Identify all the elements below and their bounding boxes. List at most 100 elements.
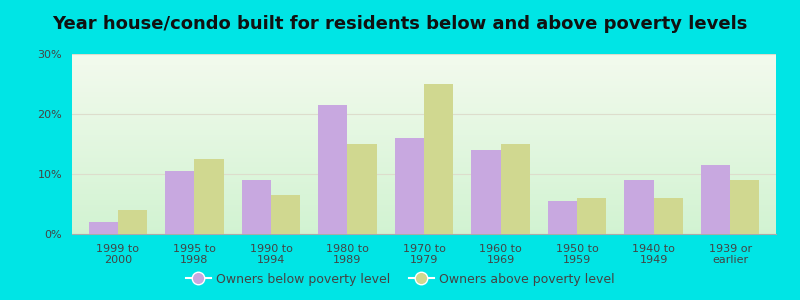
Bar: [72, 158, 776, 160]
Bar: [72, 117, 776, 119]
Bar: [72, 72, 776, 74]
Bar: [72, 128, 776, 130]
Bar: [72, 137, 776, 139]
Bar: [72, 184, 776, 185]
Bar: [72, 54, 776, 56]
Bar: [166, 171, 194, 234]
Bar: [72, 153, 776, 155]
Bar: [72, 70, 776, 72]
Bar: [72, 209, 776, 211]
Bar: [242, 180, 271, 234]
Legend: Owners below poverty level, Owners above poverty level: Owners below poverty level, Owners above…: [181, 268, 619, 291]
Bar: [72, 232, 776, 234]
Text: Year house/condo built for residents below and above poverty levels: Year house/condo built for residents bel…: [52, 15, 748, 33]
Bar: [72, 122, 776, 124]
Bar: [72, 110, 776, 112]
Bar: [72, 101, 776, 103]
Bar: [72, 144, 776, 146]
Bar: [72, 76, 776, 77]
Bar: [548, 201, 577, 234]
Bar: [72, 185, 776, 187]
Bar: [72, 223, 776, 225]
Bar: [72, 149, 776, 151]
Bar: [72, 112, 776, 113]
Bar: [577, 198, 606, 234]
Bar: [72, 216, 776, 218]
Bar: [72, 191, 776, 193]
Bar: [72, 97, 776, 99]
Bar: [318, 105, 347, 234]
Bar: [72, 202, 776, 203]
Bar: [72, 124, 776, 126]
Bar: [72, 59, 776, 61]
Bar: [72, 142, 776, 144]
Bar: [471, 150, 501, 234]
Bar: [72, 79, 776, 81]
Bar: [72, 218, 776, 220]
Bar: [625, 180, 654, 234]
Bar: [72, 139, 776, 140]
Bar: [72, 167, 776, 169]
Bar: [72, 63, 776, 65]
Bar: [72, 99, 776, 101]
Bar: [72, 130, 776, 131]
Bar: [72, 173, 776, 175]
Bar: [72, 194, 776, 196]
Bar: [72, 88, 776, 90]
Bar: [72, 169, 776, 171]
Bar: [501, 144, 530, 234]
Bar: [72, 227, 776, 229]
Bar: [72, 229, 776, 230]
Bar: [72, 196, 776, 198]
Bar: [730, 180, 759, 234]
Bar: [72, 203, 776, 205]
Bar: [72, 214, 776, 216]
Bar: [72, 61, 776, 63]
Bar: [72, 189, 776, 191]
Bar: [424, 84, 453, 234]
Bar: [72, 94, 776, 95]
Bar: [89, 222, 118, 234]
Bar: [72, 74, 776, 76]
Bar: [271, 195, 300, 234]
Bar: [72, 182, 776, 184]
Bar: [72, 148, 776, 149]
Bar: [72, 155, 776, 157]
Bar: [72, 180, 776, 182]
Bar: [72, 193, 776, 194]
Bar: [118, 210, 147, 234]
Bar: [347, 144, 377, 234]
Bar: [72, 108, 776, 110]
Bar: [72, 85, 776, 86]
Bar: [72, 212, 776, 214]
Bar: [654, 198, 682, 234]
Bar: [72, 103, 776, 104]
Bar: [72, 106, 776, 108]
Bar: [72, 160, 776, 162]
Bar: [72, 133, 776, 135]
Bar: [72, 92, 776, 94]
Bar: [72, 90, 776, 92]
Bar: [72, 164, 776, 166]
Bar: [72, 146, 776, 148]
Bar: [72, 81, 776, 83]
Bar: [72, 121, 776, 122]
Bar: [701, 165, 730, 234]
Bar: [72, 205, 776, 207]
Bar: [72, 126, 776, 128]
Bar: [72, 207, 776, 209]
Bar: [72, 68, 776, 70]
Bar: [72, 86, 776, 88]
Bar: [72, 176, 776, 178]
Bar: [72, 221, 776, 223]
Bar: [72, 113, 776, 115]
Bar: [72, 83, 776, 85]
Bar: [395, 138, 424, 234]
Bar: [72, 175, 776, 176]
Bar: [72, 166, 776, 167]
Bar: [72, 178, 776, 180]
Bar: [72, 65, 776, 67]
Bar: [72, 211, 776, 212]
Bar: [72, 56, 776, 58]
Bar: [72, 162, 776, 164]
